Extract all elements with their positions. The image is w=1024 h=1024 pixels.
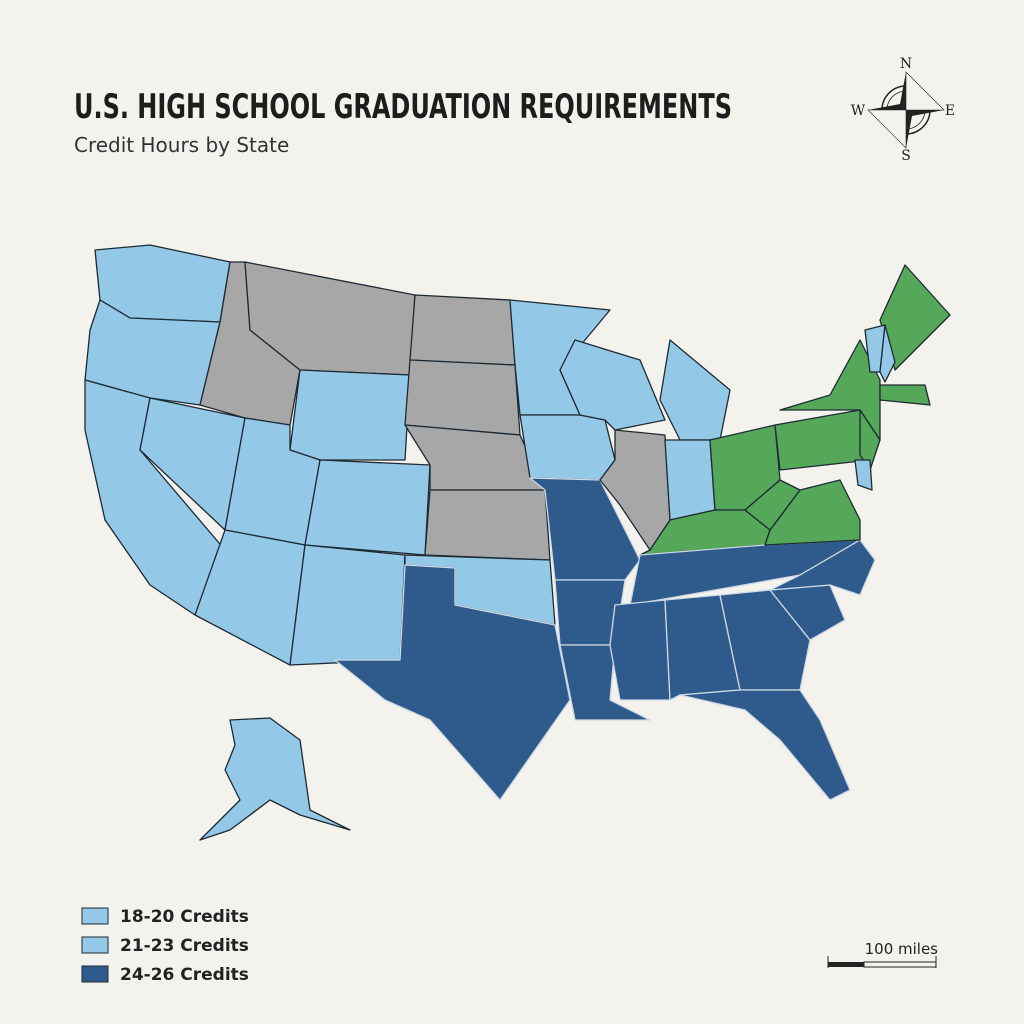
legend-swatch: [81, 907, 109, 925]
scale-label: 100 miles: [865, 940, 939, 958]
legend-label: 24-26 Credits: [120, 965, 249, 985]
legend-swatch: [81, 965, 109, 983]
scale-bar: 100 miles: [827, 940, 939, 968]
compass-e: E: [945, 103, 955, 119]
legend: 18-20 Credits 21-23 Credits 24-26 Credit…: [81, 907, 249, 985]
compass-s: S: [901, 148, 911, 164]
compass-n: N: [900, 56, 912, 72]
legend-label: 21-23 Credits: [120, 936, 249, 956]
compass-w: W: [851, 103, 866, 119]
legend-swatch: [81, 936, 109, 954]
legend-label: 18-20 Credits: [120, 907, 249, 927]
title: U.S. HIGH SCHOOL GRADUATION REQUIREMENTS: [74, 87, 732, 127]
subtitle: Credit Hours by State: [74, 133, 289, 157]
compass: N E S W: [851, 56, 955, 164]
states: [84, 244, 951, 841]
